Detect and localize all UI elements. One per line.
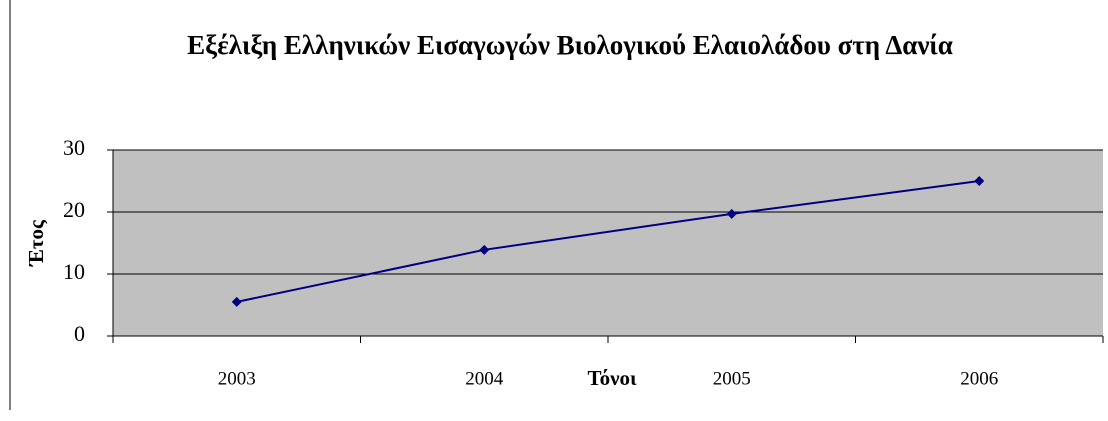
x-axis-label: Τόνοι [588,366,637,390]
marker [726,208,737,219]
y-tick-label: 0 [74,321,85,346]
y-tick-label: 10 [63,259,85,284]
marker [231,296,242,307]
x-tick-label: 2004 [465,368,504,389]
y-axis-label: Έτος [24,219,48,267]
x-tick-label: 2005 [713,368,751,389]
x-tick-label: 2006 [960,368,998,389]
marker [974,176,985,186]
x-tick-label: 2003 [218,368,256,389]
series-line [236,180,980,303]
plot-area [113,150,1103,336]
y-tick-label: 30 [63,135,85,160]
chart-title: Εξέλιξη Ελληνικών Εισαγωγών Βιολογικού Ε… [187,30,953,60]
y-tick-label: 20 [63,197,85,222]
marker [479,244,490,255]
